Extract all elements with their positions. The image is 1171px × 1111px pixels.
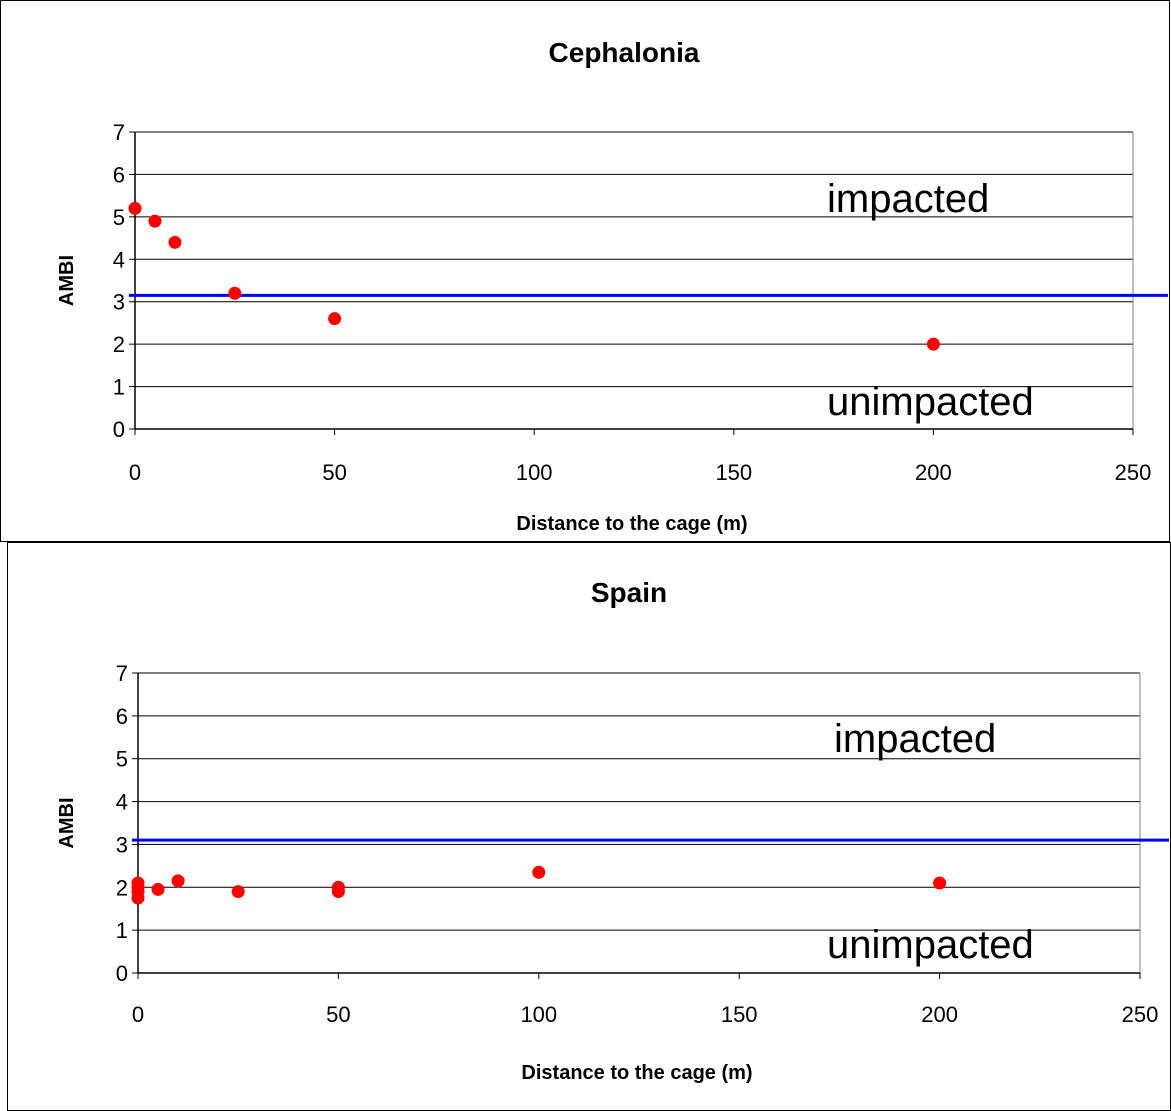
y-tick-label: 7 bbox=[116, 661, 128, 686]
data-point bbox=[171, 874, 185, 888]
x-tick-label: 100 bbox=[520, 1002, 557, 1027]
chart-cephalonia: Cephalonia 0 1 2 3 4 5 6 7 0 50 100 150 200 250 Distanc… bbox=[0, 0, 1170, 542]
chart-spain: Spain 0 1 2 3 4 5 6 7 0 50 100 150 200 250 Distance to … bbox=[7, 542, 1171, 1111]
x-tick-label: 50 bbox=[322, 460, 346, 485]
x-tick-label: 200 bbox=[915, 460, 952, 485]
data-point bbox=[128, 201, 142, 215]
data-point bbox=[926, 337, 940, 351]
x-tick-label: 200 bbox=[921, 1002, 958, 1027]
data-point bbox=[151, 882, 165, 896]
y-tick-label: 1 bbox=[116, 918, 128, 943]
annotation-unimpacted: unimpacted bbox=[827, 923, 1034, 967]
y-tick-label: 6 bbox=[116, 704, 128, 729]
chart-title: Cephalonia bbox=[549, 37, 700, 68]
x-tick-label: 150 bbox=[715, 460, 752, 485]
data-point bbox=[228, 286, 242, 300]
y-tick-label: 4 bbox=[116, 790, 128, 815]
y-axis-label: AMBI bbox=[56, 255, 78, 306]
y-tick-label: 3 bbox=[116, 832, 128, 857]
x-tick-label: 250 bbox=[1122, 1002, 1159, 1027]
x-axis-label: Distance to the cage (m) bbox=[521, 1062, 752, 1084]
x-tick-label: 0 bbox=[129, 460, 141, 485]
x-axis-label: Distance to the cage (m) bbox=[516, 513, 747, 535]
data-point bbox=[328, 312, 342, 326]
y-tick-label: 5 bbox=[113, 205, 125, 230]
chart-title: Spain bbox=[591, 577, 667, 608]
y-tick-label: 2 bbox=[113, 332, 125, 357]
y-tick-label: 0 bbox=[116, 961, 128, 986]
x-tick-label: 50 bbox=[326, 1002, 350, 1027]
annotation-unimpacted: unimpacted bbox=[827, 380, 1034, 424]
y-tick-label: 6 bbox=[113, 162, 125, 187]
y-tick-label: 7 bbox=[113, 120, 125, 145]
y-tick-label: 5 bbox=[116, 747, 128, 772]
x-tick-label: 150 bbox=[721, 1002, 758, 1027]
x-tick-label: 0 bbox=[132, 1002, 144, 1027]
data-point bbox=[532, 865, 546, 879]
y-axis-label: AMBI bbox=[56, 797, 78, 848]
y-tick-label: 0 bbox=[113, 417, 125, 442]
data-point bbox=[231, 885, 245, 899]
annotation-impacted: impacted bbox=[827, 177, 989, 221]
chart-border bbox=[7, 542, 1171, 1111]
y-tick-label: 1 bbox=[113, 375, 125, 400]
x-tick-label: 100 bbox=[516, 460, 553, 485]
data-point bbox=[331, 885, 345, 899]
data-point bbox=[168, 235, 182, 249]
chart-border bbox=[0, 0, 1170, 542]
y-tick-label: 4 bbox=[113, 247, 125, 272]
x-tick-label: 250 bbox=[1115, 460, 1152, 485]
y-tick-label: 2 bbox=[116, 875, 128, 900]
data-point bbox=[131, 891, 145, 905]
data-point bbox=[148, 214, 162, 228]
annotation-impacted: impacted bbox=[834, 717, 996, 761]
y-tick-label: 3 bbox=[113, 290, 125, 315]
data-point bbox=[933, 876, 947, 890]
